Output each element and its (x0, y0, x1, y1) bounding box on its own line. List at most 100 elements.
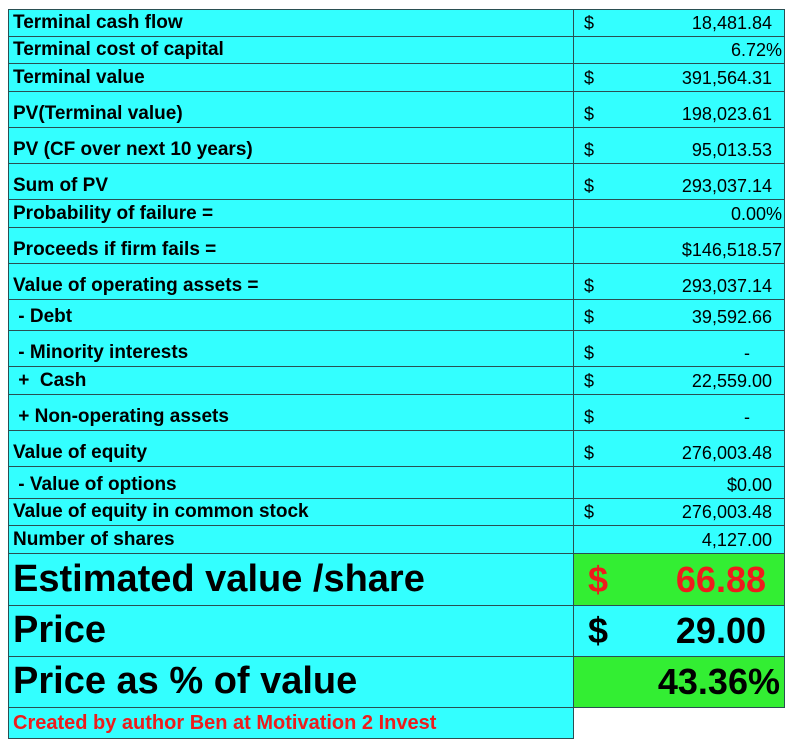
value-cell[interactable]: $95,013.53 (573, 127, 785, 163)
row-number-of-shares: Number of shares 4,127.00 (0, 525, 795, 553)
row-value: 95,013.53 (691, 140, 772, 160)
row-label: Value of equity (13, 442, 148, 463)
label-cell[interactable]: Value of operating assets = (8, 263, 573, 299)
value-cell[interactable]: $18,481.84 (573, 9, 785, 36)
row-label: Price as % of value (13, 660, 358, 702)
label-cell[interactable]: - Minority interests (8, 330, 573, 366)
currency-symbol: $ (588, 610, 609, 651)
row-label: Terminal cost of capital (13, 39, 224, 60)
label-cell[interactable]: Terminal cash flow (8, 9, 573, 36)
row-label: PV(Terminal value) (13, 103, 183, 124)
row-label: Terminal value (13, 67, 145, 88)
currency-symbol: $ (584, 307, 595, 327)
empty-cell[interactable] (573, 707, 785, 739)
value-cell[interactable]: $293,037.14 (573, 163, 785, 199)
currency-symbol: $ (584, 13, 595, 33)
row-value: 293,037.14 (681, 276, 772, 296)
row-terminal-value: Terminal value $391,564.31 (0, 63, 795, 91)
row-estimated-value-per-share: Estimated value /share $66.88 (0, 553, 795, 605)
row-sum-of-pv: Sum of PV $293,037.14 (0, 163, 795, 199)
currency-symbol: $ (584, 343, 595, 363)
label-cell[interactable]: PV (CF over next 10 years) (8, 127, 573, 163)
row-non-operating-assets: + Non-operating assets $ - (0, 394, 795, 430)
label-cell[interactable]: + Cash (8, 366, 573, 394)
currency-symbol: $ (588, 559, 609, 600)
row-price: Price $29.00 (0, 605, 795, 656)
row-label: - Minority interests (13, 342, 189, 363)
row-value-of-equity-in-common-stock: Value of equity in common stock $276,003… (0, 498, 795, 525)
label-cell[interactable]: Number of shares (8, 525, 573, 553)
row-label: Sum of PV (13, 175, 109, 196)
value-cell[interactable]: $0.00 (573, 466, 785, 498)
row-value-of-equity: Value of equity $276,003.48 (0, 430, 795, 466)
row-value: 276,003.48 (681, 502, 772, 522)
row-value: 293,037.14 (681, 176, 772, 196)
row-value-of-operating-assets: Value of operating assets = $293,037.14 (0, 263, 795, 299)
value-cell[interactable]: 43.36% (573, 656, 785, 707)
label-cell[interactable]: Sum of PV (8, 163, 573, 199)
value-cell[interactable]: $39,592.66 (573, 299, 785, 330)
row-pv-terminal-value: PV(Terminal value) $198,023.61 (0, 91, 795, 127)
value-cell[interactable]: $293,037.14 (573, 263, 785, 299)
price-percent-value: 43.36% (657, 661, 780, 702)
value-cell[interactable]: $ - (573, 394, 785, 430)
row-label: Proceeds if firm fails = (13, 239, 217, 260)
row-label: - Debt (13, 306, 73, 327)
row-price-as-percent-of-value: Price as % of value 43.36% (0, 656, 795, 707)
value-cell[interactable]: $146,518.57 (573, 227, 785, 263)
label-cell[interactable]: Probability of failure = (8, 199, 573, 227)
row-minority-interests: - Minority interests $ - (0, 330, 795, 366)
row-label: PV (CF over next 10 years) (13, 139, 253, 160)
row-value: 6.72% (730, 40, 782, 60)
value-cell[interactable]: $391,564.31 (573, 63, 785, 91)
estimated-value: 66.88 (675, 559, 766, 600)
label-cell[interactable]: - Debt (8, 299, 573, 330)
currency-symbol: $ (584, 276, 595, 296)
value-cell[interactable]: 6.72% (573, 36, 785, 63)
value-cell[interactable]: $276,003.48 (573, 498, 785, 525)
row-credit: Created by author Ben at Motivation 2 In… (0, 707, 795, 739)
label-cell[interactable]: Terminal value (8, 63, 573, 91)
row-value: 0.00% (730, 204, 782, 224)
value-cell[interactable]: $29.00 (573, 605, 785, 656)
label-cell[interactable]: Estimated value /share (8, 553, 573, 605)
label-cell[interactable]: Price as % of value (8, 656, 573, 707)
value-cell[interactable]: 4,127.00 (573, 525, 785, 553)
row-terminal-cost-of-capital: Terminal cost of capital 6.72% (0, 36, 795, 63)
label-cell[interactable]: PV(Terminal value) (8, 91, 573, 127)
currency-symbol: $ (584, 371, 595, 391)
row-value: $0.00 (726, 475, 772, 495)
value-cell[interactable]: $66.88 (573, 553, 785, 605)
currency-symbol: $ (584, 68, 595, 88)
currency-symbol: $ (584, 502, 595, 522)
row-value: $146,518.57 (681, 240, 782, 260)
row-value-of-options: - Value of options $0.00 (0, 466, 795, 498)
value-cell[interactable]: $276,003.48 (573, 430, 785, 466)
label-cell[interactable]: Value of equity (8, 430, 573, 466)
row-debt: - Debt $39,592.66 (0, 299, 795, 330)
row-proceeds-if-firm-fails: Proceeds if firm fails = $146,518.57 (0, 227, 795, 263)
price-value: 29.00 (675, 610, 766, 651)
row-value: - (744, 343, 750, 363)
row-pv-cf: PV (CF over next 10 years) $95,013.53 (0, 127, 795, 163)
credit-cell[interactable]: Created by author Ben at Motivation 2 In… (8, 707, 573, 739)
currency-symbol: $ (584, 104, 595, 124)
currency-symbol: $ (584, 176, 595, 196)
label-cell[interactable]: Proceeds if firm fails = (8, 227, 573, 263)
row-label: Probability of failure = (13, 203, 214, 224)
row-label: - Value of options (13, 474, 177, 495)
value-cell[interactable]: $198,023.61 (573, 91, 785, 127)
label-cell[interactable]: Terminal cost of capital (8, 36, 573, 63)
value-cell[interactable]: $ - (573, 330, 785, 366)
currency-symbol: $ (584, 443, 595, 463)
value-cell[interactable]: $22,559.00 (573, 366, 785, 394)
row-value: 22,559.00 (691, 371, 772, 391)
row-label: Value of equity in common stock (13, 501, 309, 522)
credit-text: Created by author Ben at Motivation 2 In… (13, 712, 437, 734)
label-cell[interactable]: Price (8, 605, 573, 656)
label-cell[interactable]: Value of equity in common stock (8, 498, 573, 525)
value-cell[interactable]: 0.00% (573, 199, 785, 227)
currency-symbol: $ (584, 140, 595, 160)
label-cell[interactable]: + Non-operating assets (8, 394, 573, 430)
label-cell[interactable]: - Value of options (8, 466, 573, 498)
